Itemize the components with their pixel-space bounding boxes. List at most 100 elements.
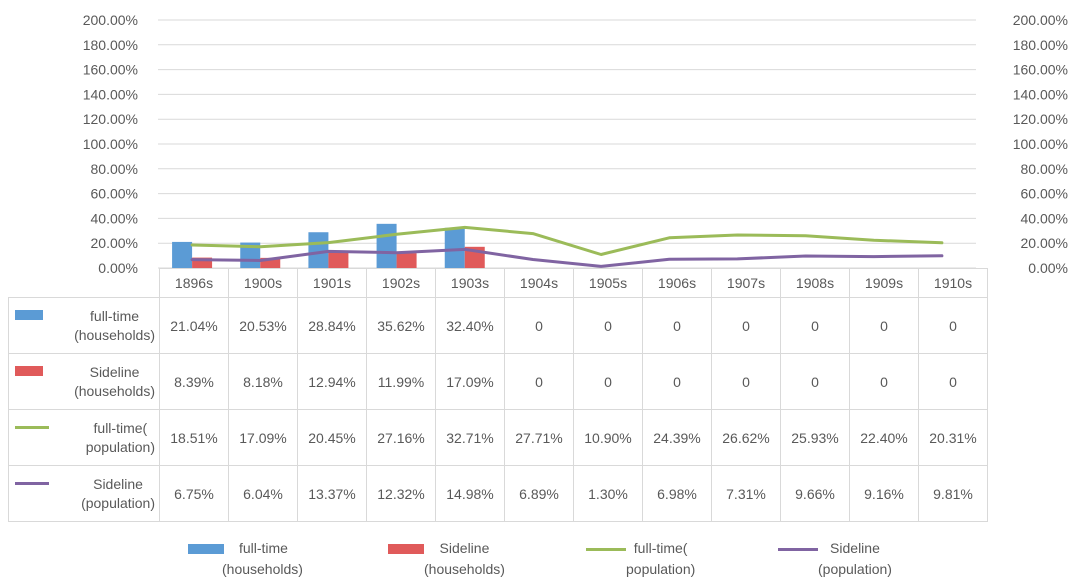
bar-swatch-icon [188, 544, 224, 554]
data-label: 8.39% [159, 353, 229, 410]
data-label: 20.45% [297, 409, 367, 466]
legend-label: (households) [424, 561, 505, 577]
bar [172, 241, 193, 268]
data-label: 0 [642, 353, 712, 410]
data-label: 0 [918, 353, 988, 410]
legend-label: full-time [238, 540, 288, 556]
table-row: full-time(population) 18.51% 17.09% 20.4… [8, 409, 988, 466]
line-swatch-icon [15, 482, 49, 485]
category-label: 1906s [642, 268, 712, 298]
bar [308, 232, 329, 268]
bar [192, 257, 213, 268]
data-label: 0 [849, 353, 919, 410]
data-label: 24.39% [642, 409, 712, 466]
bar [328, 251, 349, 268]
y-tick-label-left: 40.00% [91, 210, 138, 226]
line-swatch-icon [15, 426, 49, 429]
series-name: (households) [74, 326, 155, 343]
data-label: 0 [573, 353, 643, 410]
y-tick-label-right: 100.00% [1013, 136, 1068, 152]
series-line [190, 247, 944, 268]
bar-swatch-icon [388, 544, 424, 554]
bar-swatch-icon [15, 310, 43, 320]
table-corner [8, 268, 160, 298]
series-row-label: Sideline (population) [8, 465, 160, 522]
line-swatch-icon [778, 548, 818, 551]
series-name: population) [85, 438, 155, 455]
data-label: 28.84% [297, 297, 367, 354]
series-name: full-time( [93, 419, 148, 436]
data-label: 1.30% [573, 465, 643, 522]
category-label: 1908s [780, 268, 850, 298]
series-line [190, 225, 944, 256]
data-label: 12.32% [366, 465, 436, 522]
y-tick-label-left: 200.00% [83, 12, 138, 28]
y-tick-label-left: 180.00% [83, 37, 138, 53]
series-name: (households) [74, 382, 155, 399]
data-label: 14.98% [435, 465, 505, 522]
legend-label: (households) [222, 561, 303, 577]
bar-swatch-icon [15, 366, 43, 376]
data-label: 0 [780, 353, 850, 410]
y-tick-label-left: 80.00% [91, 161, 138, 177]
y-tick-label-right: 180.00% [1013, 37, 1068, 53]
data-table: 1896s 1900s 1901s 1902s 1903s 1904s 1905… [8, 268, 988, 522]
data-label: 10.90% [573, 409, 643, 466]
series-name: Sideline [93, 475, 143, 492]
category-label: 1905s [573, 268, 643, 298]
category-label: 1901s [297, 268, 367, 298]
y-tick-label-left: 60.00% [91, 186, 138, 202]
y-tick-label-left: 100.00% [83, 136, 138, 152]
y-tick-label-left: 140.00% [83, 86, 138, 102]
y-tick-label-right: 60.00% [1021, 186, 1068, 202]
data-label: 35.62% [366, 297, 436, 354]
data-label: 18.51% [159, 409, 229, 466]
data-label: 20.53% [228, 297, 298, 354]
data-label: 17.09% [435, 353, 505, 410]
bar [396, 253, 417, 268]
bar [260, 257, 281, 268]
y-tick-label-right: 140.00% [1013, 86, 1068, 102]
data-label: 6.75% [159, 465, 229, 522]
data-label: 20.31% [918, 409, 988, 466]
data-label: 0 [504, 297, 574, 354]
category-label: 1907s [711, 268, 781, 298]
category-label: 1904s [504, 268, 574, 298]
y-tick-label-left: 120.00% [83, 111, 138, 127]
category-label: 1900s [228, 268, 298, 298]
series-row-label: full-time (households) [8, 297, 160, 354]
table-row: Sideline (population) 6.75% 6.04% 13.37% … [8, 465, 988, 522]
data-label: 0 [504, 353, 574, 410]
y-tick-label-right: 120.00% [1013, 111, 1068, 127]
series-row-label: Sideline (households) [8, 353, 160, 410]
data-label: 6.04% [228, 465, 298, 522]
data-label: 26.62% [711, 409, 781, 466]
table-row: full-time (households) 21.04% 20.53% 28.8… [8, 297, 988, 354]
data-label: 8.18% [228, 353, 298, 410]
y-tick-label-right: 160.00% [1013, 62, 1068, 78]
legend-label: Sideline [439, 540, 490, 556]
bar [376, 223, 397, 268]
legend-label: (population) [818, 561, 892, 577]
table-row: Sideline (households) 8.39% 8.18% 12.94% … [8, 353, 988, 410]
legend-label: Sideline [830, 540, 880, 556]
y-tick-label-left: 20.00% [91, 235, 138, 251]
series-row-label: full-time( population) [8, 409, 160, 466]
category-label: 1910s [918, 268, 988, 298]
y-tick-label-right: 80.00% [1021, 161, 1068, 177]
y-tick-label-right: 200.00% [1013, 12, 1068, 28]
category-label: 1903s [435, 268, 505, 298]
category-label: 1902s [366, 268, 436, 298]
y-tick-label-right: 20.00% [1021, 235, 1068, 251]
series-name: (population) [81, 494, 155, 511]
y-tick-label-right: 0.00% [1028, 260, 1068, 276]
data-label: 0 [849, 297, 919, 354]
data-label: 11.99% [366, 353, 436, 410]
data-label: 32.71% [435, 409, 505, 466]
line-swatch-icon [586, 548, 626, 551]
legend-label: full-time( [633, 540, 688, 556]
data-label: 0 [780, 297, 850, 354]
y-tick-label-left: 160.00% [83, 62, 138, 78]
data-label: 6.89% [504, 465, 574, 522]
y-tick-label-right: 40.00% [1021, 210, 1068, 226]
